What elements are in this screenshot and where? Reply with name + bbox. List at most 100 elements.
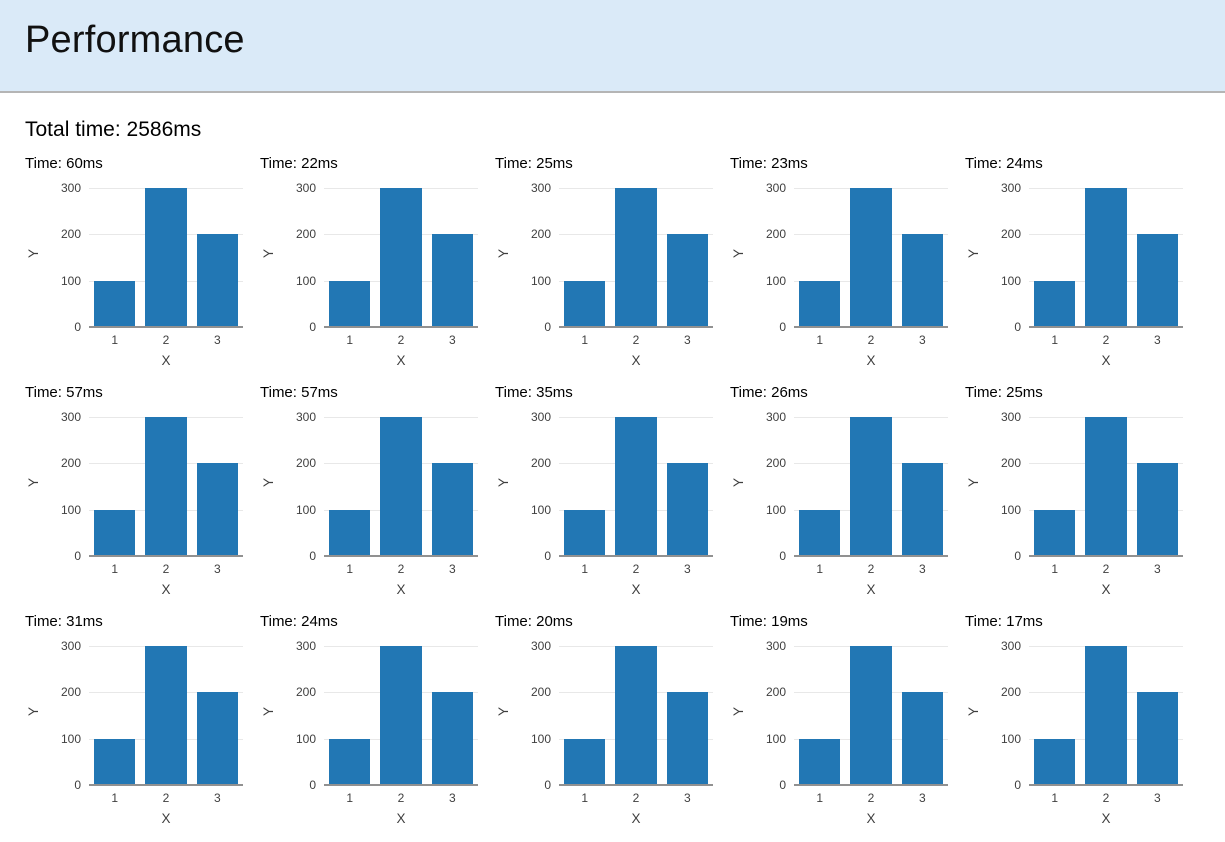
y-axis-title-text: Y — [26, 706, 42, 717]
x-tick-label: 3 — [683, 791, 691, 805]
y-axis-title-text: Y — [261, 477, 277, 488]
x-tick-label: 3 — [918, 333, 926, 347]
y-tick-label: 100 — [530, 731, 551, 746]
bar-slot — [662, 417, 713, 556]
x-axis-title: X — [161, 582, 171, 597]
bar — [329, 738, 371, 785]
bar-chart: Y 0 100 200 300 1 2 3 X — [965, 638, 1183, 827]
x-axis-line — [794, 555, 948, 557]
x-axis-line — [559, 555, 713, 557]
bar-slot — [845, 646, 896, 785]
x-tick-label: 3 — [213, 333, 221, 347]
y-tick-label: 200 — [765, 685, 786, 700]
x-tick-label: 1 — [346, 562, 353, 576]
x-axis-title: X — [1101, 582, 1111, 597]
bars — [324, 646, 478, 785]
x-axis-ticks: 1 2 3 — [89, 785, 243, 805]
y-axis-title-text: Y — [26, 248, 42, 259]
x-axis-line — [1029, 784, 1183, 786]
plot-area — [794, 646, 948, 786]
bar — [901, 692, 943, 785]
y-axis-title: Y — [965, 180, 983, 327]
x-tick-label: 2 — [397, 791, 405, 805]
y-axis-title: Y — [965, 638, 983, 785]
y-tick-label: 300 — [765, 639, 786, 653]
y-axis-title-text: Y — [496, 706, 512, 717]
x-tick-label: 2 — [1102, 333, 1110, 347]
bar-slot — [794, 417, 845, 556]
bar — [196, 234, 238, 327]
bar — [799, 738, 841, 785]
bar-slot — [375, 188, 426, 327]
y-axis-title-text: Y — [496, 248, 512, 259]
plot — [324, 638, 478, 786]
bar-slot — [1132, 188, 1183, 327]
bar — [666, 234, 708, 327]
y-axis-ticks: 0 100 200 300 — [521, 640, 551, 791]
bars — [89, 646, 243, 785]
plot — [89, 409, 243, 557]
y-axis-title: Y — [730, 638, 748, 785]
bar-chart: Y 0 100 200 300 1 2 3 X — [260, 409, 478, 598]
x-axis-title: X — [396, 811, 406, 826]
x-axis-title: X — [866, 353, 876, 368]
y-tick-label: 100 — [1000, 502, 1021, 517]
x-axis-line — [324, 326, 478, 328]
x-tick-label: 3 — [213, 562, 221, 576]
bar — [564, 280, 606, 327]
bar-slot — [559, 417, 610, 556]
x-tick-label: 1 — [581, 562, 588, 576]
x-axis-line — [324, 555, 478, 557]
chart-time-label: Time: 19ms — [730, 613, 808, 630]
chart-cell: Time: 25ms Y 0 100 200 300 1 2 3 X — [965, 384, 1200, 598]
page-title: Performance — [25, 19, 245, 61]
bars — [1029, 646, 1183, 785]
bar-slot — [845, 417, 896, 556]
x-axis-ticks: 1 2 3 — [794, 327, 948, 347]
bar-chart: Y 0 100 200 300 1 2 3 X — [25, 409, 243, 598]
y-tick-label: 100 — [60, 502, 81, 517]
y-axis-title-text: Y — [966, 706, 982, 717]
x-axis-line — [1029, 326, 1183, 328]
bar — [615, 417, 657, 556]
bar — [1085, 188, 1127, 327]
y-axis-title: Y — [730, 180, 748, 327]
bar-slot — [1080, 417, 1131, 556]
x-axis-title: X — [396, 582, 406, 597]
y-tick-label: 300 — [295, 410, 316, 424]
bar-slot — [1132, 417, 1183, 556]
y-axis-ticks: 0 100 200 300 — [286, 182, 316, 333]
bar-slot — [794, 646, 845, 785]
plot-area — [324, 646, 478, 786]
bar-chart: Y 0 100 200 300 1 2 3 X — [730, 409, 948, 598]
y-tick-label: 200 — [530, 685, 551, 700]
bar — [1034, 509, 1076, 556]
chart-time-label: Time: 57ms — [25, 384, 103, 401]
x-tick-label: 2 — [1102, 791, 1110, 805]
x-axis-line — [794, 326, 948, 328]
y-axis-title: Y — [495, 409, 513, 556]
bar — [799, 509, 841, 556]
y-axis-ticks: 0 100 200 300 — [286, 640, 316, 791]
y-tick-label: 200 — [1000, 227, 1021, 242]
y-axis-ticks: 0 100 200 300 — [756, 640, 786, 791]
x-tick-label: 2 — [397, 333, 405, 347]
bar-slot — [192, 417, 243, 556]
x-tick-label: 2 — [162, 791, 170, 805]
x-tick-label: 3 — [1153, 791, 1161, 805]
bar-slot — [375, 417, 426, 556]
x-tick-label: 1 — [816, 791, 823, 805]
y-axis-ticks: 0 100 200 300 — [51, 640, 81, 791]
y-tick-label: 0 — [544, 549, 551, 563]
bar — [145, 188, 187, 327]
bar — [94, 738, 136, 785]
y-tick-label: 300 — [765, 410, 786, 424]
bar-chart: Y 0 100 200 300 1 2 3 X — [25, 638, 243, 827]
y-tick-label: 100 — [765, 502, 786, 517]
bars — [324, 188, 478, 327]
bar-slot — [427, 417, 478, 556]
y-axis-ticks: 0 100 200 300 — [521, 411, 551, 562]
x-axis-ticks: 1 2 3 — [89, 556, 243, 576]
bar — [1085, 417, 1127, 556]
